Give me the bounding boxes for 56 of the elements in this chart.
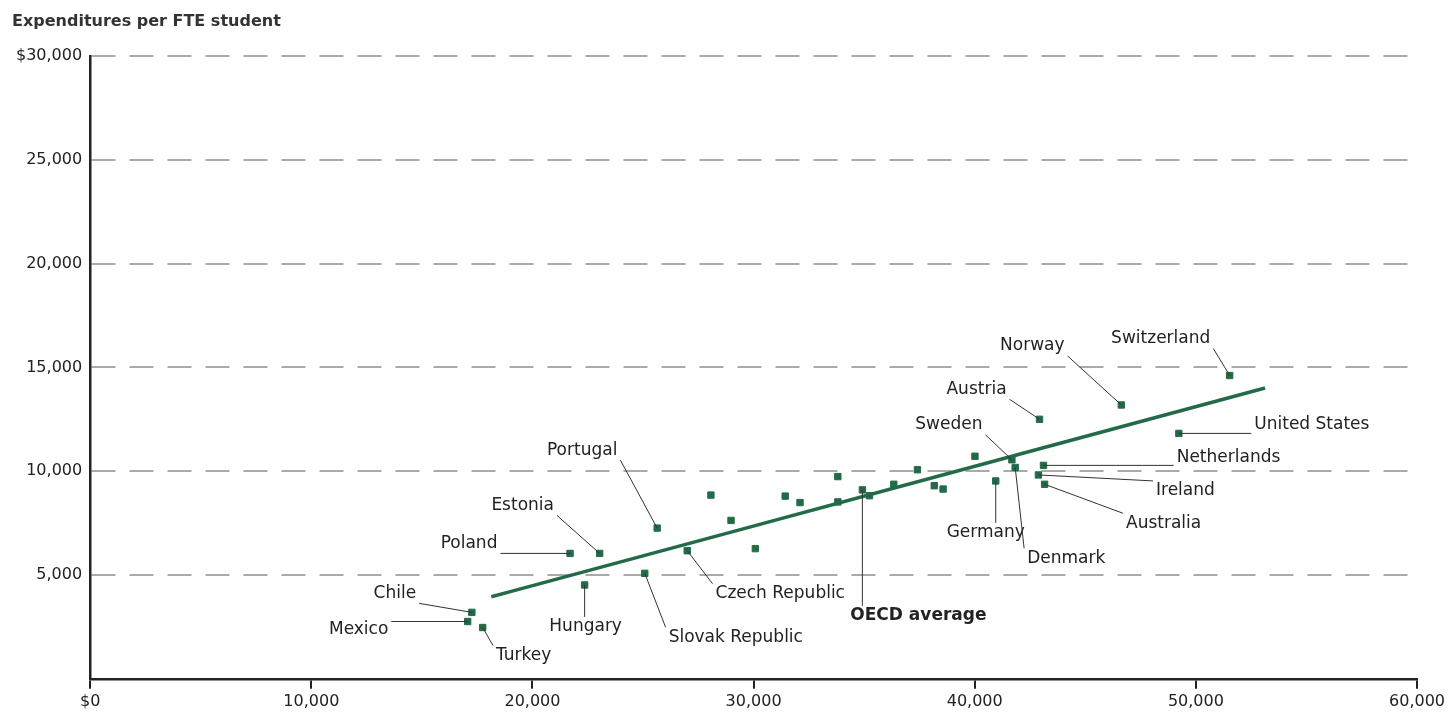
point <box>479 623 487 632</box>
y-axis-title: Expenditures per FTE student <box>12 11 282 31</box>
annotation: Ireland <box>1156 479 1215 500</box>
point <box>727 516 735 525</box>
annotation: Mexico <box>328 617 389 638</box>
point <box>930 482 938 490</box>
annotation: Sweden <box>915 413 983 434</box>
y-tick-label: 20,000 <box>26 252 83 272</box>
x-tick-label: 10,000 <box>283 690 340 710</box>
point <box>566 549 574 558</box>
annotation: United States <box>1254 412 1370 433</box>
y-tick-label: $30,000 <box>15 45 83 65</box>
y-tick-label: 10,000 <box>26 460 83 480</box>
point <box>865 492 874 500</box>
point <box>707 491 715 499</box>
annotation: Australia <box>1126 511 1202 532</box>
annotation: Norway <box>1000 334 1065 355</box>
point <box>796 498 804 507</box>
y-tick-label: 5,000 <box>36 564 83 584</box>
point <box>992 477 1000 485</box>
x-tick-label: 60,000 <box>1389 690 1445 710</box>
point <box>580 581 589 589</box>
annotation: Netherlands <box>1176 445 1281 466</box>
point <box>913 466 922 474</box>
point <box>1011 463 1019 472</box>
point <box>858 486 867 494</box>
annotation: Estonia <box>491 493 554 514</box>
point <box>890 480 898 488</box>
point <box>834 472 842 481</box>
annotation: Germany <box>946 521 1025 542</box>
y-tick-label: 25,000 <box>26 148 83 168</box>
point <box>781 492 789 500</box>
y-tick-label: 15,000 <box>26 356 83 376</box>
point <box>834 498 842 506</box>
point <box>751 544 760 553</box>
annotation: Czech Republic <box>715 582 845 603</box>
annotation: Austria <box>946 377 1007 398</box>
x-tick-label: 20,000 <box>504 690 561 710</box>
annotation: Switzerland <box>1111 326 1211 347</box>
x-tick-label: 50,000 <box>1167 690 1224 710</box>
point <box>971 452 979 460</box>
annotation: Portugal <box>546 438 618 459</box>
annotation: OECD average <box>850 604 987 625</box>
annotation: Turkey <box>495 643 552 664</box>
x-tick-label: $0 <box>79 690 101 710</box>
annotation: Hungary <box>549 615 622 636</box>
point <box>1040 480 1049 488</box>
annotation: Poland <box>440 531 498 552</box>
x-tick-label: 30,000 <box>725 690 782 710</box>
point <box>1175 429 1183 438</box>
annotation: Slovak Republic <box>668 625 803 646</box>
annotation: Denmark <box>1027 546 1106 567</box>
point <box>1035 415 1044 423</box>
x-tick-label: 40,000 <box>946 690 1003 710</box>
point <box>939 485 947 493</box>
annotation: Chile <box>373 581 417 602</box>
